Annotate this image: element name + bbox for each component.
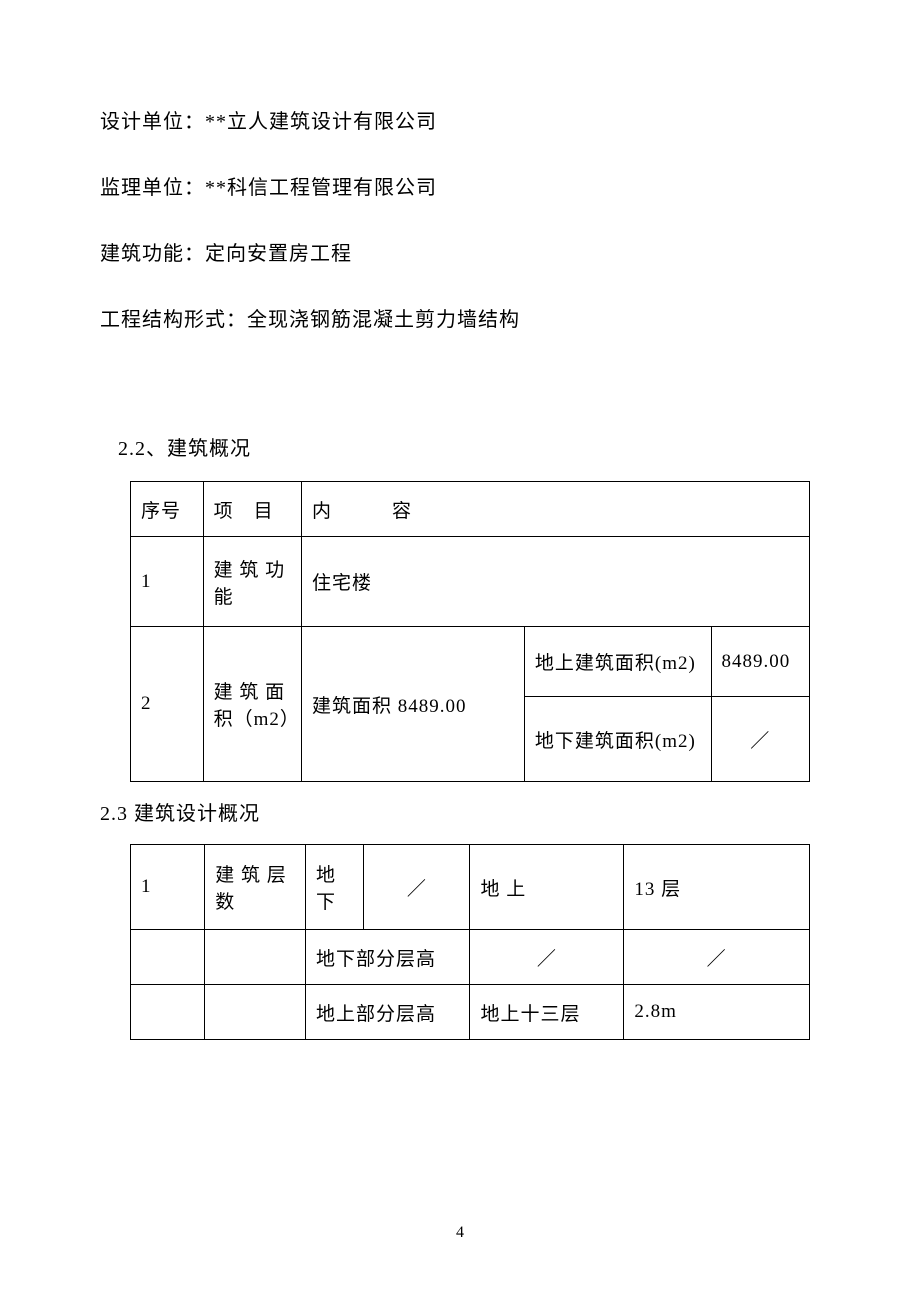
cell-aboveground-label: 地 上 — [470, 845, 624, 930]
cell-content-1: 住宅楼 — [302, 537, 810, 627]
building-overview-table: 序号 项 目 内 容 1 建 筑 功 能 住宅楼 2 建 筑 面 积（m2） 建… — [130, 481, 810, 782]
cell-above-area-label: 地上建筑面积(m2) — [524, 627, 711, 697]
cell-below-area-value: ／ — [711, 697, 810, 782]
building-design-table: 1 建 筑 层 数 地下 ／ 地 上 13 层 地下部分层高 ／ ／ 地上部分层… — [130, 844, 810, 1040]
table-row: 1 建 筑 层 数 地下 ／ 地 上 13 层 — [131, 845, 810, 930]
cell-content-2: 建筑面积 8489.00 — [302, 627, 525, 782]
cell-underground-height-label: 地下部分层高 — [306, 930, 470, 985]
cell-seq: 1 — [131, 845, 205, 930]
table-row: 1 建 筑 功 能 住宅楼 — [131, 537, 810, 627]
cell-below-area-label: 地下建筑面积(m2) — [524, 697, 711, 782]
cell-underground-height-val1: ／ — [470, 930, 624, 985]
cell-item-2: 建 筑 面 积（m2） — [203, 627, 301, 782]
cell-aboveground-height-val1: 地上十三层 — [470, 985, 624, 1040]
section-2-3-heading: 2.3 建筑设计概况 — [100, 797, 820, 826]
cell-empty — [205, 985, 306, 1040]
cell-empty — [131, 930, 205, 985]
table-header-row: 序号 项 目 内 容 — [131, 482, 810, 537]
cell-aboveground-height-label: 地上部分层高 — [306, 985, 470, 1040]
cell-floors-label: 建 筑 层 数 — [205, 845, 306, 930]
table-row: 地上部分层高 地上十三层 2.8m — [131, 985, 810, 1040]
table-row: 2 建 筑 面 积（m2） 建筑面积 8489.00 地上建筑面积(m2) 84… — [131, 627, 810, 697]
cell-above-area-value: 8489.00 — [711, 627, 810, 697]
section-2-2-heading: 2.2、建筑概况 — [118, 432, 820, 461]
cell-empty — [205, 930, 306, 985]
cell-empty — [131, 985, 205, 1040]
table-row: 地下部分层高 ／ ／ — [131, 930, 810, 985]
building-function-line: 建筑功能：定向安置房工程 — [100, 232, 820, 276]
cell-underground-height-val2: ／ — [624, 930, 810, 985]
cell-seq-2: 2 — [131, 627, 204, 782]
cell-underground-value: ／ — [364, 845, 470, 930]
header-item: 项 目 — [203, 482, 301, 537]
header-content: 内 容 — [302, 482, 810, 537]
cell-aboveground-height-val2: 2.8m — [624, 985, 810, 1040]
cell-seq-1: 1 — [131, 537, 204, 627]
cell-underground-label: 地下 — [306, 845, 364, 930]
cell-aboveground-value: 13 层 — [624, 845, 810, 930]
structure-form-line: 工程结构形式：全现浇钢筋混凝土剪力墙结构 — [100, 298, 820, 342]
page-number: 4 — [0, 1224, 920, 1242]
supervision-unit-line: 监理单位：**科信工程管理有限公司 — [100, 166, 820, 210]
header-seq: 序号 — [131, 482, 204, 537]
cell-item-1: 建 筑 功 能 — [203, 537, 301, 627]
design-unit-line: 设计单位：**立人建筑设计有限公司 — [100, 100, 820, 144]
